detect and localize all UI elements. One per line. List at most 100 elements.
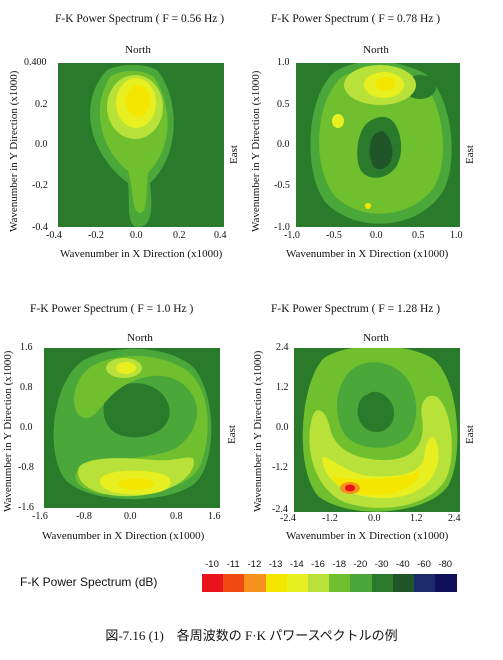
legend-color-swatch — [350, 574, 373, 592]
panel-2-title: F-K Power Spectrum ( F = 0.78 Hz ) — [271, 13, 441, 25]
panel-4-x-label: Wavenumber in X Direction (x1000) — [286, 530, 449, 542]
panel-1: F-K Power Spectrum ( F = 0.56 Hz ) North… — [0, 0, 240, 300]
panel-2-small-peak — [365, 203, 371, 209]
legend-level-label: -80 — [438, 559, 453, 570]
panel-2-contour — [296, 63, 460, 227]
legend-color-swatch — [308, 574, 330, 592]
panel-2-xtick-0: -1.0 — [284, 230, 300, 241]
panel-2-ytick-4: -1.0 — [274, 222, 290, 233]
panel-3-ytick-2: 0.0 — [20, 422, 33, 433]
panel-4-contour — [294, 348, 460, 512]
legend-color-swatch — [265, 574, 288, 592]
panel-3-hole — [103, 383, 170, 438]
panel-3: F-K Power Spectrum ( F = 1.0 Hz ) North … — [0, 290, 240, 590]
panel-4-level-11 — [345, 484, 355, 492]
panel-3-ytick-0: 1.6 — [20, 342, 33, 353]
legend-color-swatch — [392, 574, 415, 592]
panel-2-north-label: North — [363, 44, 389, 56]
legend-level-label: -18 — [332, 559, 347, 570]
panel-1-ytick-3: -0.2 — [32, 180, 48, 191]
legend-level-label: -12 — [247, 559, 262, 570]
panel-3-x-label: Wavenumber in X Direction (x1000) — [42, 530, 205, 542]
legend-color-swatch — [371, 574, 394, 592]
legend-level-label: -10 — [205, 559, 219, 570]
legend-color-swatch — [414, 574, 436, 592]
panel-3-ytick-4: -1.6 — [18, 502, 34, 513]
panel-3-title: F-K Power Spectrum ( F = 1.0 Hz ) — [30, 303, 194, 315]
panel-2-ytick-1: 0.5 — [277, 99, 290, 110]
panel-1-ytick-0: 0.400 — [24, 57, 47, 68]
panel-4-ring-hole — [357, 391, 394, 433]
legend-level-label: -11 — [226, 559, 240, 570]
panel-2-ytick-2: 0.0 — [277, 139, 290, 150]
panel-4-y-label: Wavenumber in Y Direction (x1000) — [252, 350, 264, 512]
panel-3-plot — [44, 348, 220, 508]
panel-1-x-label: Wavenumber in X Direction (x1000) — [60, 248, 223, 260]
panel-2-side-peak — [332, 114, 344, 128]
panel-1-east-label: East — [228, 145, 240, 164]
panel-1-title: F-K Power Spectrum ( F = 0.56 Hz ) — [55, 13, 225, 25]
panel-2-xtick-1: -0.5 — [326, 230, 342, 241]
panel-3-xtick-0: -1.6 — [32, 511, 48, 522]
panel-1-ytick-4: -0.4 — [32, 222, 48, 233]
panel-1-xtick-0: -0.4 — [46, 230, 62, 241]
panel-2: F-K Power Spectrum ( F = 0.78 Hz ) North… — [250, 0, 490, 300]
panel-2-plot — [296, 63, 460, 227]
panel-1-xtick-3: 0.2 — [173, 230, 186, 241]
panel-4-north-label: North — [363, 332, 389, 344]
panel-2-hole-inner — [369, 131, 393, 170]
legend-color-swatch — [435, 574, 457, 592]
panel-1-xtick-4: 0.4 — [214, 230, 227, 241]
panel-3-xtick-4: 1.6 — [208, 511, 221, 522]
panel-3-east-label: East — [226, 425, 238, 444]
legend-color-swatch — [329, 574, 351, 592]
panel-4-east-label: East — [464, 425, 476, 444]
legend-level-label: -16 — [311, 559, 325, 570]
legend-color-swatch — [202, 574, 224, 592]
panel-4-xtick-3: 1.2 — [410, 513, 423, 524]
panel-1-contour — [58, 63, 224, 227]
panel-3-upper-peak-inner — [116, 362, 136, 374]
panel-3-ytick-3: -0.8 — [18, 462, 34, 473]
panel-1-north-label: North — [125, 44, 151, 56]
panel-3-level-13 — [118, 478, 154, 490]
panel-2-ytick-3: -0.5 — [274, 180, 290, 191]
panel-2-ytick-0: 1.0 — [277, 57, 290, 68]
panel-4-plot — [294, 348, 460, 512]
panel-2-xtick-3: 0.5 — [412, 230, 425, 241]
panel-1-ytick-1: 0.2 — [35, 99, 48, 110]
panel-4-ytick-0: 2.4 — [276, 342, 289, 353]
panel-4-xtick-2: 0.0 — [368, 513, 381, 524]
panel-4-ytick-4: -2.4 — [272, 504, 288, 515]
panel-2-level-13 — [376, 77, 396, 91]
panel-3-xtick-1: -0.8 — [76, 511, 92, 522]
panel-2-xtick-4: 1.0 — [450, 230, 463, 241]
legend-level-label: -14 — [289, 559, 304, 570]
legend-color-swatch — [223, 574, 245, 592]
panel-4-xtick-1: -1.2 — [322, 513, 338, 524]
legend-color-swatch — [286, 574, 309, 592]
panel-4-xtick-0: -2.4 — [280, 513, 296, 524]
panel-3-xtick-3: 0.8 — [170, 511, 183, 522]
figure-caption: 図-7.16 (1) 各周波数の F·K パワースペクトルの例 — [105, 628, 398, 643]
panel-2-x-label: Wavenumber in X Direction (x1000) — [286, 248, 449, 260]
legend-level-label: -20 — [353, 559, 368, 570]
panel-3-north-label: North — [127, 332, 153, 344]
panel-4-title: F-K Power Spectrum ( F = 1.28 Hz ) — [271, 303, 441, 315]
legend-color-swatch — [244, 574, 267, 592]
panel-4: F-K Power Spectrum ( F = 1.28 Hz ) North… — [250, 290, 490, 590]
panel-3-contour — [44, 348, 220, 508]
panel-2-xtick-2: 0.0 — [370, 230, 383, 241]
panel-1-plot — [58, 63, 224, 227]
panel-1-ytick-2: 0.0 — [35, 139, 48, 150]
legend-level-label: -30 — [374, 559, 389, 570]
panel-4-xtick-4: 2.4 — [448, 513, 461, 524]
panel-1-level-13 — [126, 85, 150, 117]
panel-4-ytick-2: 0.0 — [276, 422, 289, 433]
panel-3-xtick-2: 0.0 — [124, 511, 137, 522]
legend-title: F-K Power Spectrum (dB) — [20, 575, 158, 589]
panel-1-y-label: Wavenumber in Y Direction (x1000) — [8, 70, 20, 232]
panel-2-east-label: East — [464, 145, 476, 164]
legend-level-label: -40 — [395, 559, 410, 570]
panel-3-y-label: Wavenumber in Y Direction (x1000) — [2, 350, 14, 512]
